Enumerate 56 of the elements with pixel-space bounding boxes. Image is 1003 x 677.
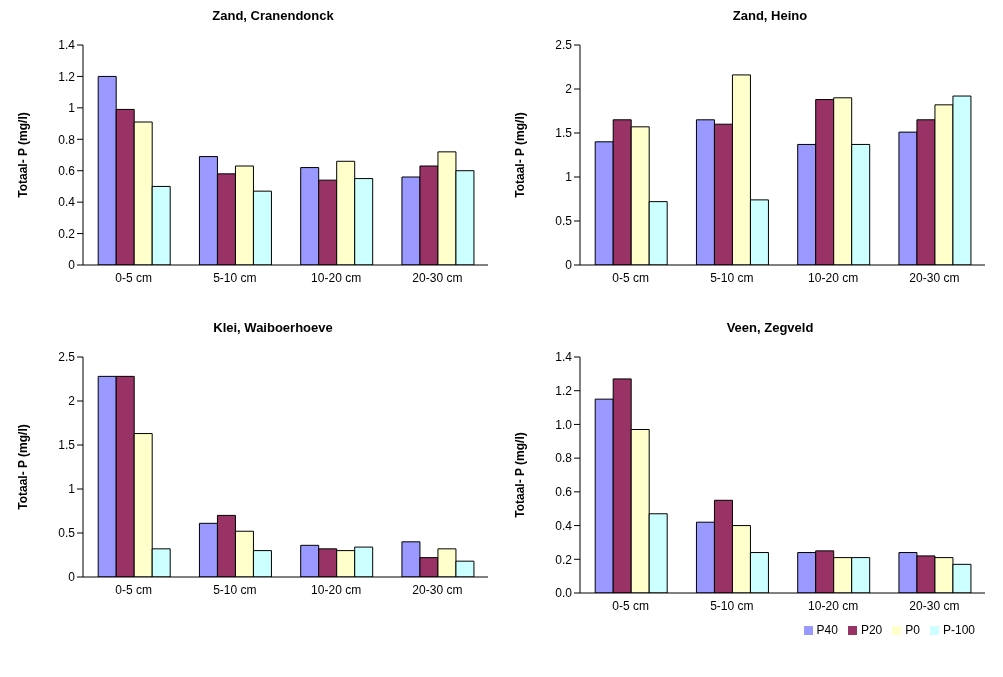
x-tick-label: 5-10 cm (710, 270, 754, 285)
y-tick-label: 0 (68, 258, 76, 273)
x-tick-label: 5-10 cm (710, 598, 754, 613)
x-tick-label: 5-10 cm (213, 582, 257, 597)
y-tick-label: 0.8 (58, 132, 76, 147)
y-tick-label: 0.4 (58, 195, 76, 210)
y-tick-label: 1 (68, 101, 76, 116)
chart-title: Veen, Zegveld (725, 320, 815, 337)
y-tick-label: 0.6 (555, 485, 573, 500)
x-tick-label: 0-5 cm (115, 270, 152, 285)
y-tick-label: 1.4 (58, 38, 76, 53)
y-tick-label: 0 (565, 258, 573, 273)
x-tick-label: 10-20 cm (808, 270, 859, 285)
y-tick-label: 1 (565, 170, 573, 185)
x-tick-label: 5-10 cm (213, 270, 257, 285)
y-axis-title: Totaal- P (mg/l) (513, 432, 528, 518)
x-tick-label: 10-20 cm (808, 598, 859, 613)
y-tick-label: 0.0 (555, 586, 573, 601)
x-tick-label: 10-20 cm (311, 270, 362, 285)
y-tick-label: 0.4 (555, 518, 573, 533)
x-tick-label: 0-5 cm (612, 598, 649, 613)
y-tick-label: 0.5 (555, 214, 573, 229)
y-tick-label: 0.8 (555, 451, 573, 466)
legend-label: P20 (860, 623, 883, 637)
chart-title: Zand, Heino (731, 8, 809, 25)
x-tick-label: 10-20 cm (311, 582, 362, 597)
y-tick-label: 0 (68, 570, 76, 585)
y-tick-label: 2 (68, 394, 76, 409)
y-tick-label: 1.2 (58, 69, 76, 84)
y-tick-label: 1.4 (555, 350, 573, 365)
y-tick-label: 2.5 (555, 38, 573, 53)
x-tick-label: 20-30 cm (412, 582, 463, 597)
y-tick-label: 2.5 (58, 350, 76, 365)
y-axis-title: Totaal- P (mg/l) (16, 112, 31, 198)
y-tick-label: 0.5 (58, 526, 76, 541)
legend-label: P0 (905, 623, 920, 637)
y-axis-title: Totaal- P (mg/l) (513, 112, 528, 198)
y-axis-title: Totaal- P (mg/l) (16, 424, 31, 510)
y-tick-label: 1.0 (555, 417, 573, 432)
x-tick-label: 20-30 cm (909, 270, 960, 285)
y-tick-label: 0.2 (58, 226, 76, 241)
legend-label: P-100 (942, 623, 975, 637)
x-tick-label: 20-30 cm (909, 598, 960, 613)
chart-title: Zand, Cranendonck (211, 8, 335, 25)
x-tick-label: 0-5 cm (612, 270, 649, 285)
legend-label: P40 (816, 623, 838, 637)
y-tick-label: 1.5 (555, 126, 573, 141)
x-tick-label: 20-30 cm (412, 270, 463, 285)
chart-title: Klei, Waiboerhoeve (212, 320, 334, 337)
x-tick-label: 0-5 cm (115, 582, 152, 597)
y-tick-label: 0.6 (58, 163, 76, 178)
y-tick-label: 1 (68, 482, 76, 497)
y-tick-label: 1.2 (555, 383, 573, 398)
y-tick-label: 2 (565, 82, 573, 97)
y-tick-label: 0.2 (555, 552, 573, 567)
y-tick-label: 1.5 (58, 438, 76, 453)
